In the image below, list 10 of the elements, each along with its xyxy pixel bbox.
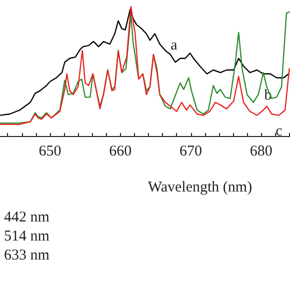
text: 442 nm [4, 210, 50, 226]
annotation: c [276, 124, 283, 140]
x-tick-label: 660 [109, 144, 132, 160]
text: 514 nm [4, 228, 50, 244]
x-tick-label: 650 [38, 144, 62, 160]
annotation: a [170, 38, 178, 54]
x-axis-title: Wavelength (nm) [148, 180, 252, 196]
text: 633 nm [4, 248, 50, 264]
x-tick-label: 670 [180, 144, 202, 160]
x-tick-label: 680 [250, 144, 272, 160]
